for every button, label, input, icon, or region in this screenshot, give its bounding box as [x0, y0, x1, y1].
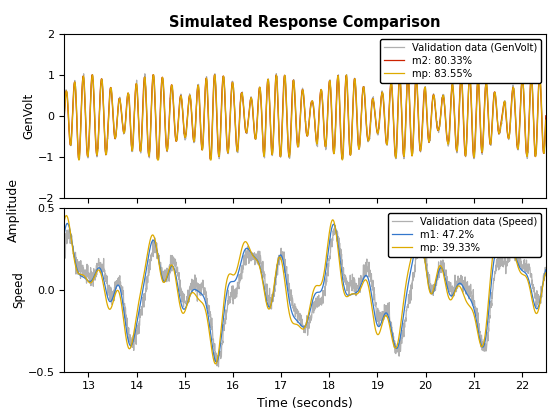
Validation data (Speed) — [332, 223, 339, 228]
m2: 80.33%: (13, -0.469): 80.33%: (13, -0.469) — [86, 132, 92, 137]
Line: mp: 83.55%: mp: 83.55% — [64, 75, 546, 160]
mp: 39.33%: (17.1, -0.0184): 39.33%: (17.1, -0.0184) — [283, 290, 290, 295]
Line: mp: 39.33%: mp: 39.33% — [64, 215, 546, 364]
m2: 80.33%: (22.2, 0.658): 80.33%: (22.2, 0.658) — [529, 86, 535, 91]
Validation data (GenVolt) — [86, 136, 92, 142]
Validation data (GenVolt) — [440, 92, 447, 97]
mp: 39.33%: (13, 0.044): 39.33%: (13, 0.044) — [86, 280, 92, 285]
m2: 80.33%: (12.5, 0.097): 80.33%: (12.5, 0.097) — [61, 109, 68, 114]
Validation data (Speed) — [86, 275, 92, 280]
Legend: Validation data (Speed), m1: 47.2%, mp: 39.33%: Validation data (Speed), m1: 47.2%, mp: … — [388, 213, 541, 257]
Validation data (GenVolt) — [466, 71, 473, 76]
m1: 47.2%: (17.4, -0.202): 47.2%: (17.4, -0.202) — [296, 320, 302, 326]
Validation data (GenVolt) — [543, 121, 549, 126]
mp: 39.33%: (17.4, -0.221): 39.33%: (17.4, -0.221) — [296, 323, 302, 328]
m2: 80.33%: (17.1, 0.388): 80.33%: (17.1, 0.388) — [283, 97, 290, 102]
Y-axis label: GenVolt: GenVolt — [22, 92, 35, 139]
m1: 47.2%: (20.4, 0.1): 47.2%: (20.4, 0.1) — [441, 270, 447, 276]
mp: 39.33%: (22.5, 0.102): 39.33%: (22.5, 0.102) — [543, 270, 549, 276]
m2: 80.33%: (20.4, 0.399): 80.33%: (20.4, 0.399) — [441, 97, 447, 102]
m1: 47.2%: (12.5, 0.344): 47.2%: (12.5, 0.344) — [61, 231, 68, 236]
Line: m2: 80.33%: m2: 80.33% — [64, 75, 546, 159]
Validation data (GenVolt) — [295, 144, 302, 149]
m1: 47.2%: (22.2, -0.0273): 47.2%: (22.2, -0.0273) — [529, 291, 535, 297]
Validation data (Speed) — [529, 283, 535, 288]
Validation data (Speed) — [283, 265, 290, 270]
Line: Validation data (GenVolt): Validation data (GenVolt) — [64, 74, 546, 159]
mp: 83.55%: (22.5, -0.109): 83.55%: (22.5, -0.109) — [543, 118, 549, 123]
m2: 80.33%: (12.8, -1.05): 80.33%: (12.8, -1.05) — [75, 156, 82, 161]
mp: 39.33%: (22.2, -0.0594): 39.33%: (22.2, -0.0594) — [529, 297, 535, 302]
Validation data (GenVolt) — [283, 87, 290, 92]
m2: 80.33%: (22.2, 0.779): 80.33%: (22.2, 0.779) — [529, 81, 535, 86]
m2: 80.33%: (22.5, -0.00335): 80.33%: (22.5, -0.00335) — [543, 113, 549, 118]
m1: 47.2%: (15.7, -0.442): 47.2%: (15.7, -0.442) — [213, 360, 220, 365]
m2: 80.33%: (14.3, 1): 80.33%: (14.3, 1) — [150, 72, 157, 77]
Validation data (GenVolt) — [529, 78, 535, 83]
mp: 39.33%: (22.2, -0.0669): 39.33%: (22.2, -0.0669) — [529, 298, 535, 303]
mp: 83.55%: (12.8, -1.08): 83.55%: (12.8, -1.08) — [76, 158, 82, 163]
m1: 47.2%: (17.1, 0.0579): 47.2%: (17.1, 0.0579) — [283, 278, 290, 283]
Legend: Validation data (GenVolt), m2: 80.33%, mp: 83.55%: Validation data (GenVolt), m2: 80.33%, m… — [380, 39, 541, 83]
Validation data (Speed) — [529, 278, 535, 283]
Validation data (GenVolt) — [61, 113, 68, 118]
Line: Validation data (Speed): Validation data (Speed) — [64, 226, 546, 367]
X-axis label: Time (seconds): Time (seconds) — [258, 397, 353, 410]
Y-axis label: Speed: Speed — [12, 271, 25, 308]
Validation data (Speed) — [215, 364, 222, 369]
m1: 47.2%: (13, 0.0495): 47.2%: (13, 0.0495) — [86, 279, 92, 284]
mp: 39.33%: (12.5, 0.422): 39.33%: (12.5, 0.422) — [61, 218, 68, 223]
mp: 39.33%: (20.4, 0.0833): 39.33%: (20.4, 0.0833) — [441, 273, 447, 278]
Validation data (Speed) — [441, 267, 447, 272]
m1: 47.2%: (22.2, -0.0342): 47.2%: (22.2, -0.0342) — [529, 293, 535, 298]
Line: m1: 47.2%: m1: 47.2% — [64, 223, 546, 362]
mp: 39.33%: (15.6, -0.452): 39.33%: (15.6, -0.452) — [212, 361, 219, 366]
Text: Amplitude: Amplitude — [7, 178, 20, 242]
mp: 83.55%: (22.2, 0.848): 83.55%: (22.2, 0.848) — [529, 79, 535, 84]
mp: 39.33%: (12.5, 0.452): 39.33%: (12.5, 0.452) — [63, 213, 69, 218]
mp: 83.55%: (22.2, 0.743): 83.55%: (22.2, 0.743) — [529, 83, 535, 88]
Validation data (Speed) — [61, 252, 68, 257]
mp: 83.55%: (13, -0.571): 83.55%: (13, -0.571) — [86, 136, 92, 142]
Validation data (Speed) — [295, 312, 302, 318]
Title: Simulated Response Comparison: Simulated Response Comparison — [170, 15, 441, 30]
mp: 83.55%: (17.1, 0.631): 83.55%: (17.1, 0.631) — [283, 87, 290, 92]
mp: 83.55%: (17.4, -0.689): 83.55%: (17.4, -0.689) — [295, 142, 302, 147]
m2: 80.33%: (17.4, -0.578): 80.33%: (17.4, -0.578) — [296, 137, 302, 142]
mp: 83.55%: (12.5, 0.0325): 83.55%: (12.5, 0.0325) — [61, 112, 68, 117]
m1: 47.2%: (22.5, 0.121): 47.2%: (22.5, 0.121) — [543, 267, 549, 272]
mp: 83.55%: (19.6, 0.999): 83.55%: (19.6, 0.999) — [405, 72, 412, 77]
Validation data (Speed) — [543, 273, 549, 278]
m1: 47.2%: (12.6, 0.404): 47.2%: (12.6, 0.404) — [64, 221, 71, 226]
Validation data (GenVolt) — [529, 82, 535, 87]
mp: 83.55%: (20.4, 0.436): 83.55%: (20.4, 0.436) — [441, 95, 447, 100]
Validation data (GenVolt) — [75, 156, 82, 161]
